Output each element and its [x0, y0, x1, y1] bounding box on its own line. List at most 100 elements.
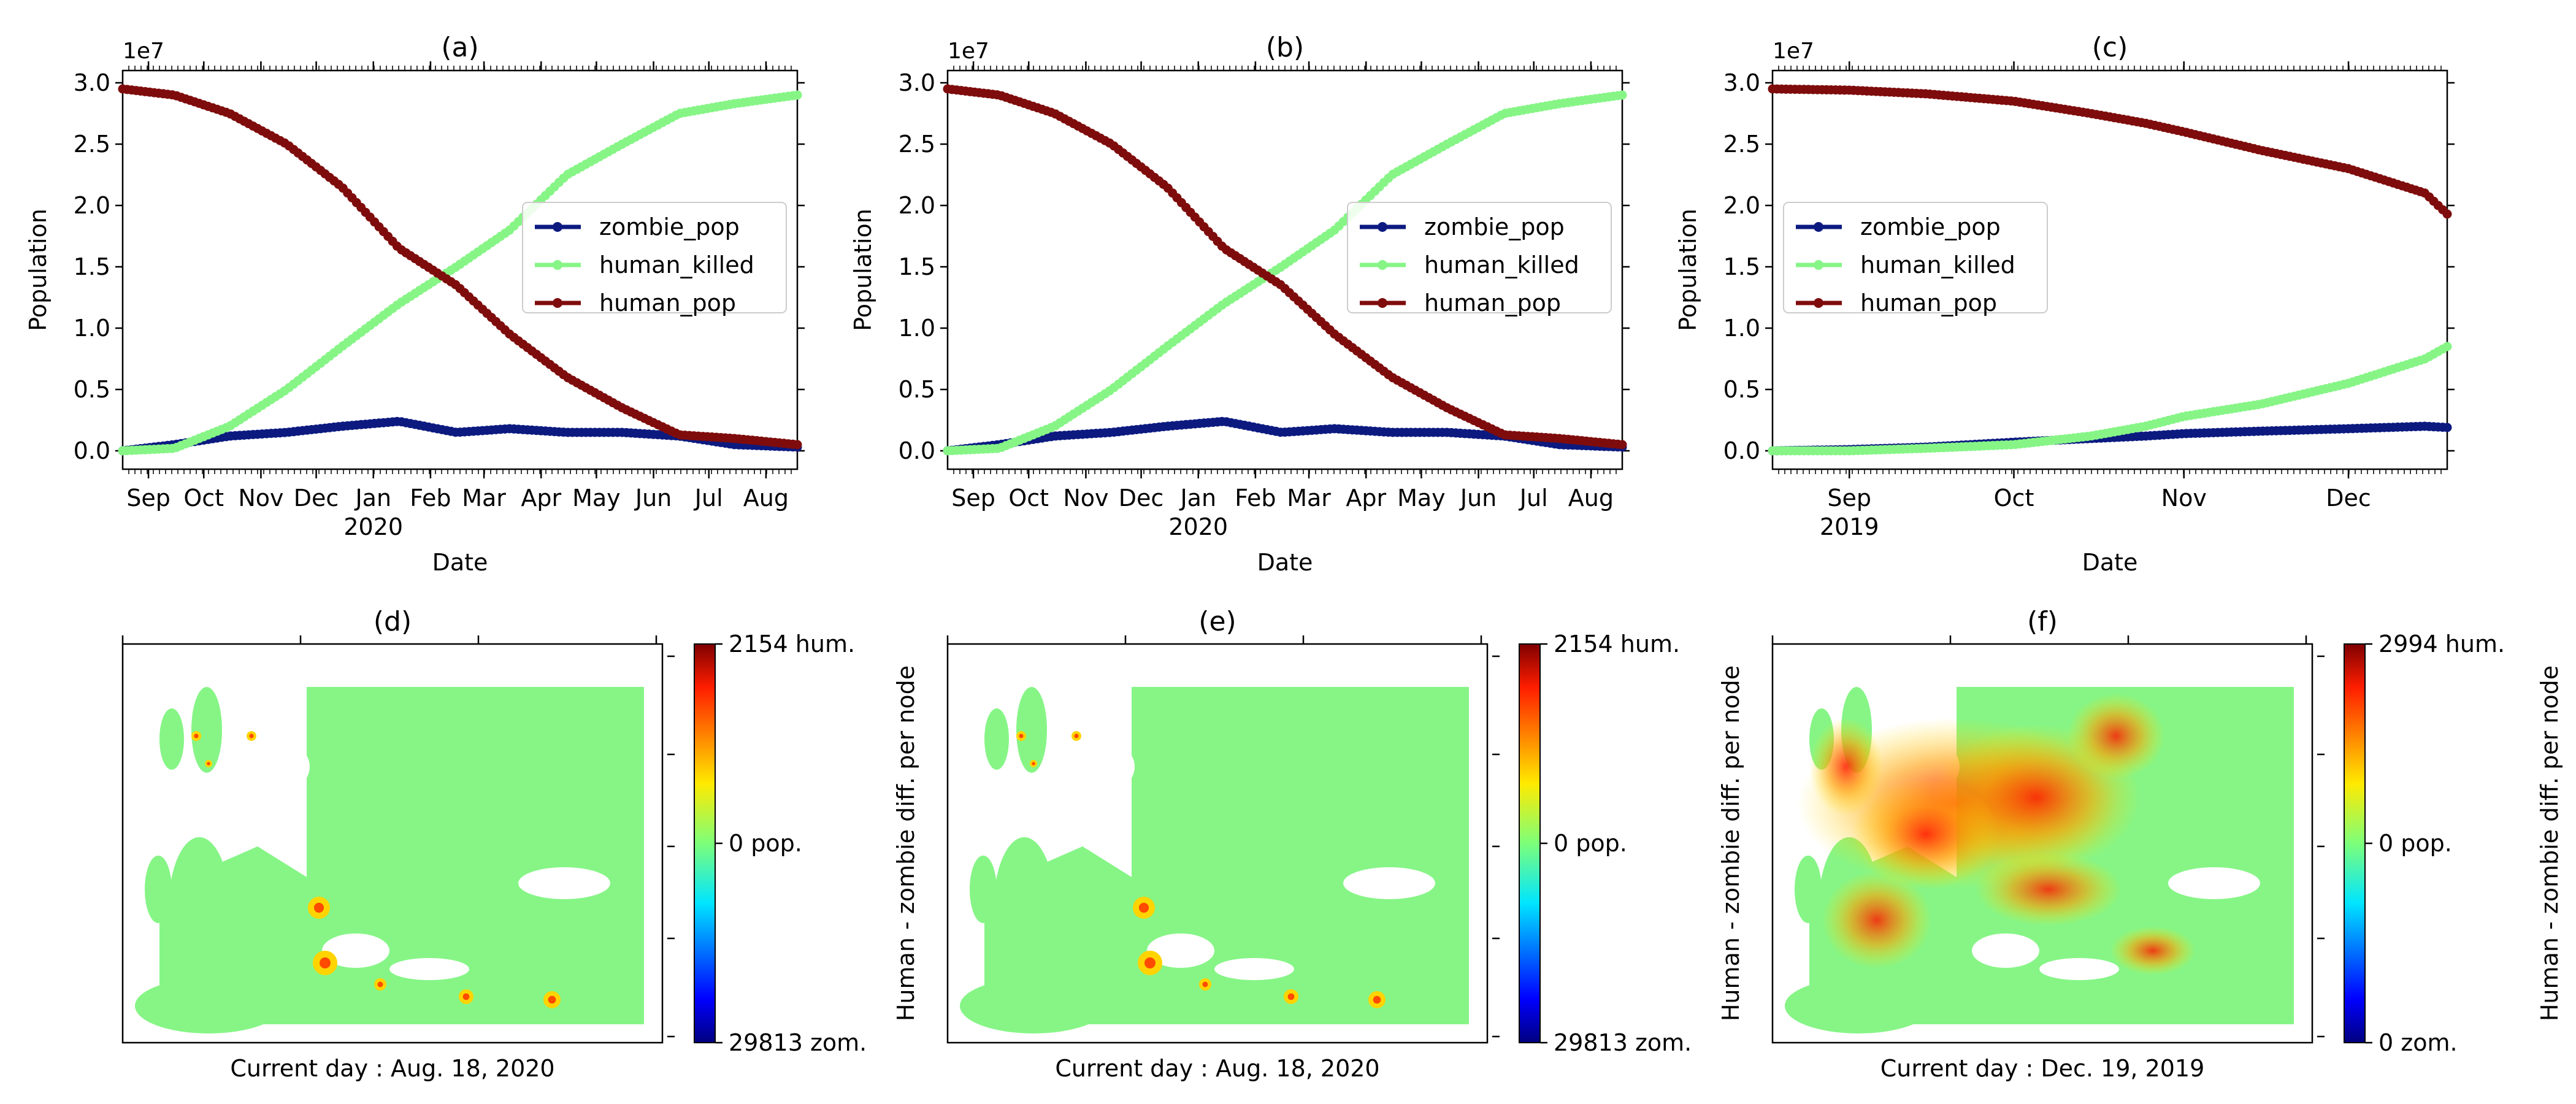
x-tick-label: Apr	[521, 485, 561, 512]
x-tick-label: Jun	[1459, 485, 1497, 512]
sea	[389, 958, 469, 980]
sea	[1343, 867, 1435, 899]
x-tick-label: Feb	[1235, 485, 1276, 512]
legend-marker	[1814, 298, 1823, 308]
x-axis-title: Date	[432, 549, 488, 576]
y-offset-label: 1e7	[948, 39, 989, 64]
x-tick-label: Mar	[1287, 485, 1331, 512]
legend-label: human_pop	[599, 289, 736, 316]
hotspot	[1019, 734, 1024, 738]
y-tick-label: 0.0	[899, 437, 935, 464]
europe-map	[1785, 687, 2294, 1033]
land-mass	[159, 846, 307, 987]
x-tick-label: Sep	[126, 485, 171, 512]
map-frame	[946, 643, 1489, 1044]
x-year-label: 2020	[343, 513, 403, 540]
legend-label: human_killed	[1860, 251, 2015, 278]
panel-title: (b)	[1266, 32, 1304, 63]
y-tick-label: 1.0	[1723, 315, 1760, 342]
colorbar: 2994 hum. 0 pop. 0 zom.	[2344, 631, 2505, 1056]
series-human_killed	[943, 90, 1627, 456]
panel-title: (a)	[441, 32, 478, 63]
hotspot	[1822, 871, 1932, 969]
colorbar-axis-label: Human - zombie diff. per node	[2536, 665, 2563, 1021]
y-tick-label: 2.0	[1723, 192, 1760, 219]
hotspot	[194, 734, 199, 738]
x-tick-label: Jun	[634, 485, 672, 512]
legend-label: human_pop	[1424, 289, 1561, 316]
y-tick-label: 2.0	[899, 192, 935, 219]
y-tick-label: 1.5	[899, 253, 935, 280]
x-tick-label: Apr	[1346, 485, 1386, 512]
colorbar-axis-label: Human - zombie diff. per node	[1717, 665, 1744, 1021]
sea	[255, 742, 310, 791]
legend: zombie_pop human_killed human_pop	[1783, 202, 2048, 316]
hotspot	[1144, 957, 1156, 968]
x-tick-label: May	[1397, 485, 1446, 512]
legend-label: human_pop	[1860, 289, 1997, 316]
map-caption: Current day : Aug. 18, 2020	[230, 1055, 554, 1082]
sea	[322, 933, 389, 968]
colorbar-top-label: 2994 hum.	[2379, 631, 2505, 657]
legend-label: zombie_pop	[1860, 213, 2001, 240]
colorbar-bottom-label: 29813 zom.	[1554, 1029, 1692, 1056]
line-panel: 0.0 0.5 1.0 1.5 2.0 2.5 3.0 Sep Oct Nov Dec Jan Feb M…	[25, 32, 805, 576]
hotspot	[1287, 993, 1295, 1000]
y-tick-label: 2.5	[1723, 131, 1760, 158]
sea	[1147, 933, 1214, 968]
hotspot	[2067, 693, 2165, 779]
y-tick-label: 0.5	[74, 376, 110, 403]
x-tick-label: Feb	[410, 485, 451, 512]
y-axis-title: Population	[25, 209, 52, 331]
colorbar-axis-label: Human - zombie diff. per node	[892, 665, 919, 1021]
legend-label: human_killed	[599, 251, 754, 278]
y-tick-label: 3.0	[899, 69, 935, 96]
legend-marker	[1378, 260, 1387, 270]
data-point	[792, 440, 802, 450]
y-tick-label: 1.0	[74, 315, 110, 342]
panel-title: (d)	[374, 606, 412, 637]
legend-box	[522, 202, 787, 313]
hotspot	[377, 981, 383, 987]
sea	[1079, 742, 1135, 791]
map-caption: Current day : Dec. 19, 2019	[1880, 1055, 2205, 1082]
hotspot	[313, 902, 324, 913]
europe-map	[960, 687, 1469, 1033]
map-panel: (f) Current day : Dec. 19, 2019 2994 hum. 0…	[1771, 606, 2563, 1082]
x-tick-label: Aug	[743, 485, 789, 512]
hotspot	[1373, 995, 1381, 1004]
legend-marker	[553, 298, 562, 308]
legend-marker	[1378, 222, 1387, 232]
hotspot	[548, 995, 556, 1004]
x-tick-label: Nov	[1063, 485, 1108, 512]
x-tick-label: Dec	[2326, 485, 2371, 512]
series-human_pop	[1768, 84, 2452, 219]
series-human_killed	[1768, 342, 2452, 456]
y-tick-label: 0.0	[74, 437, 110, 464]
x-tick-label: Nov	[238, 485, 283, 512]
y-tick-label: 1.5	[74, 253, 110, 280]
colorbar-gradient	[1519, 643, 1541, 1043]
x-tick-label: Jan	[1179, 485, 1216, 512]
sea	[1972, 933, 2039, 968]
y-tick-label: 1.5	[1723, 253, 1760, 280]
y-offset-label: 1e7	[123, 39, 164, 64]
legend-marker	[553, 222, 562, 232]
map-caption: Current day : Aug. 18, 2020	[1055, 1055, 1379, 1082]
colorbar-gradient	[2344, 643, 2366, 1043]
x-year-label: 2019	[1820, 513, 1879, 540]
line-panel: 0.0 0.5 1.0 1.5 2.0 2.5 3.0 Sep Oct Nov Dec Jan Feb M…	[849, 32, 1630, 576]
x-axis-title: Date	[2082, 549, 2138, 576]
y-tick-label: 0.0	[1723, 437, 1760, 464]
legend-label: zombie_pop	[1424, 213, 1565, 240]
colorbar-top-label: 2154 hum.	[1554, 631, 1680, 657]
y-tick-label: 2.5	[74, 131, 110, 158]
y-tick-label: 2.0	[74, 192, 110, 219]
x-tick-label: Dec	[294, 485, 339, 512]
y-axis-title: Population	[1674, 209, 1701, 331]
colorbar-mid-label: 0 pop.	[2379, 830, 2452, 857]
legend: zombie_pop human_killed human_pop	[1347, 202, 1612, 316]
x-axis-title: Date	[1257, 549, 1313, 576]
series-human_pop	[943, 84, 1627, 450]
data-point	[792, 90, 802, 100]
